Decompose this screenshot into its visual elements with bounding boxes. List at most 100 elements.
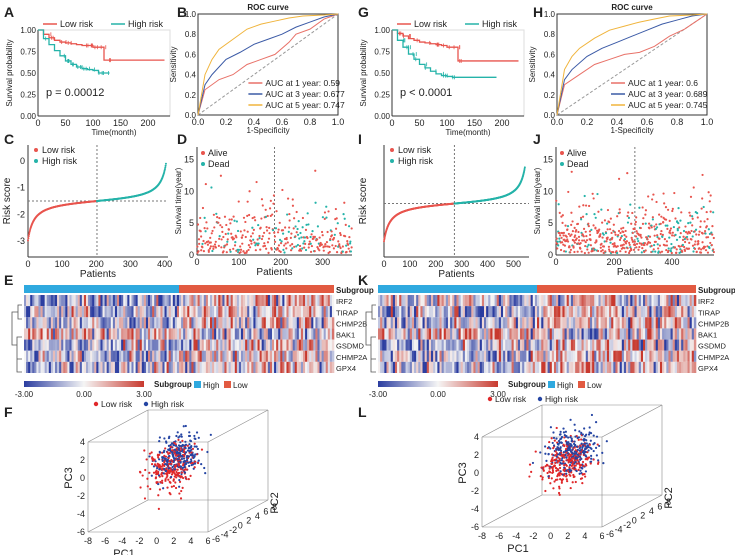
pca-point xyxy=(163,461,166,464)
heat-cell xyxy=(433,306,436,318)
pca-point xyxy=(177,436,180,439)
heat-cell xyxy=(158,317,161,329)
heat-cell xyxy=(422,350,425,362)
heat-cell xyxy=(594,328,597,340)
pca-point xyxy=(156,472,159,476)
heat-cell xyxy=(28,328,31,340)
heat-cell xyxy=(636,350,640,362)
surv-point xyxy=(349,250,353,253)
heat-row-label-K-0: IRF2 xyxy=(698,297,714,306)
pca-point xyxy=(549,426,552,429)
heat-cell xyxy=(106,350,110,362)
heat-cell xyxy=(61,328,64,340)
heat-cell xyxy=(321,328,324,340)
surv-point xyxy=(708,200,711,203)
heat-cell xyxy=(55,306,58,318)
heat-cell xyxy=(220,295,223,307)
heat-cell xyxy=(679,339,682,351)
heat-cell xyxy=(573,328,576,340)
heat-cell xyxy=(236,350,240,362)
surv-point xyxy=(659,251,662,254)
heat-cell xyxy=(443,339,447,351)
surv-point xyxy=(201,246,204,249)
surv-point xyxy=(335,217,338,220)
heat-cell xyxy=(57,306,60,318)
heat-cell xyxy=(496,328,500,340)
heat-cell xyxy=(515,328,519,340)
surv-point xyxy=(290,232,293,235)
surv-point xyxy=(683,240,687,244)
pca-point xyxy=(179,465,183,468)
surv-point xyxy=(207,249,210,252)
heat-cell xyxy=(216,361,219,373)
pca-point xyxy=(152,459,155,462)
heat-cell xyxy=(674,295,678,307)
surv-point xyxy=(660,250,664,253)
surv-point xyxy=(594,216,597,219)
heat-cell xyxy=(403,339,406,351)
heat-cell xyxy=(166,317,169,329)
heat-cell xyxy=(403,317,406,329)
pca-box-edge xyxy=(207,499,269,533)
surv-point xyxy=(327,210,330,213)
surv-point xyxy=(613,231,617,234)
heat-cell xyxy=(249,350,252,362)
heat-cell xyxy=(228,317,231,329)
heat-cell xyxy=(145,317,149,329)
surv-point xyxy=(224,232,227,236)
surv-point xyxy=(331,244,334,247)
surv-point xyxy=(691,217,694,220)
heat-cell xyxy=(655,339,659,351)
surv-point xyxy=(671,231,674,234)
surv-point xyxy=(285,247,288,250)
heat-cell xyxy=(195,317,198,329)
heat-cell xyxy=(145,306,149,318)
heat-colorbar-E xyxy=(24,381,144,387)
heat-cell xyxy=(323,350,327,362)
heat-cell xyxy=(162,328,165,340)
heat-cell xyxy=(325,328,329,340)
heat-cell xyxy=(670,328,673,340)
heat-cell xyxy=(261,328,265,340)
heat-cell xyxy=(486,361,489,373)
heat-cell xyxy=(272,350,275,362)
heat-cell xyxy=(224,350,227,362)
heat-cell xyxy=(537,339,540,351)
heat-cell xyxy=(634,361,637,373)
heat-cell xyxy=(104,306,107,318)
heat-cell xyxy=(164,295,167,307)
heat-cell xyxy=(172,350,176,362)
heat-cell xyxy=(327,339,331,351)
surv-point xyxy=(688,211,691,214)
heat-cell xyxy=(441,350,445,362)
surv-point xyxy=(707,228,710,231)
heat-cell xyxy=(672,350,676,362)
heat-cell xyxy=(50,317,54,329)
surv-point xyxy=(225,223,228,227)
heat-cell xyxy=(319,328,322,340)
heat-cell xyxy=(317,339,320,351)
heat-cell xyxy=(553,295,557,307)
heat-cell xyxy=(241,328,244,340)
heat-cell xyxy=(158,361,161,373)
heat-cell xyxy=(515,295,519,307)
surv-point xyxy=(646,238,649,241)
heat-cell xyxy=(649,306,652,318)
surv-point xyxy=(622,226,625,229)
surv-point xyxy=(626,214,629,218)
heat-cell xyxy=(573,350,576,362)
surv-point xyxy=(349,242,352,245)
pca-point xyxy=(182,425,185,428)
heat-cell xyxy=(290,317,293,329)
heat-cell xyxy=(573,317,576,329)
heat-cell xyxy=(394,317,398,329)
heat-cell xyxy=(156,295,159,307)
heat-cell xyxy=(205,361,209,373)
heat-cell xyxy=(513,295,517,307)
roc-curve-H-0 xyxy=(556,13,708,116)
heat-cell xyxy=(420,350,423,362)
heat-cell xyxy=(534,306,538,318)
heat-cell xyxy=(191,317,194,329)
heat-cell xyxy=(280,339,283,351)
heat-cell xyxy=(238,306,242,318)
